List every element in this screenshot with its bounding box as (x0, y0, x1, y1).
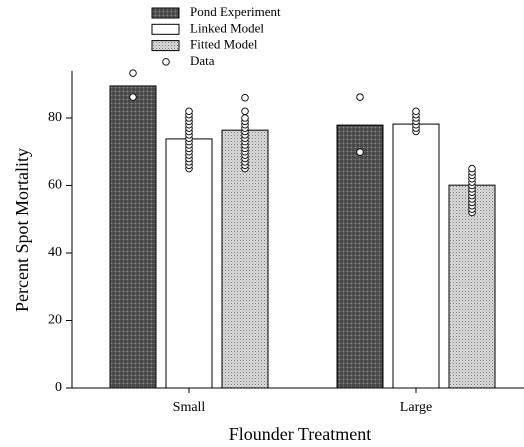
x-tick-label: Small (173, 400, 206, 415)
y-tick-label: 40 (48, 245, 62, 260)
x-axis-label: Flounder Treatment (229, 424, 372, 444)
y-tick-label: 80 (48, 110, 62, 125)
legend-label: Pond Experiment (190, 4, 281, 19)
legend-label: Linked Model (190, 20, 264, 35)
y-tick-label: 0 (55, 380, 62, 395)
y-tick-label: 60 (48, 178, 62, 193)
legend-marker (162, 58, 170, 66)
data-point (129, 93, 137, 101)
bar (448, 184, 496, 389)
x-tick-label: Large (400, 400, 432, 415)
bar (221, 129, 269, 389)
legend-swatch (151, 23, 180, 35)
legend-label: Fitted Model (190, 37, 258, 52)
data-point (356, 148, 364, 156)
data-point (468, 164, 476, 173)
data-point (356, 93, 364, 101)
legend-label: Data (190, 53, 215, 68)
y-tick-label: 20 (48, 313, 62, 328)
data-point (241, 107, 249, 115)
bar (392, 123, 440, 389)
y-axis-label: Percent Spot Mortality (12, 148, 32, 312)
bar (165, 138, 213, 389)
data-point (241, 93, 249, 102)
data-point (412, 107, 420, 115)
data-point (241, 114, 249, 122)
bar (336, 124, 384, 389)
bar (109, 85, 157, 389)
data-point (185, 107, 193, 115)
legend-swatch (151, 40, 180, 52)
legend-swatch (151, 7, 180, 19)
data-point (129, 69, 137, 77)
